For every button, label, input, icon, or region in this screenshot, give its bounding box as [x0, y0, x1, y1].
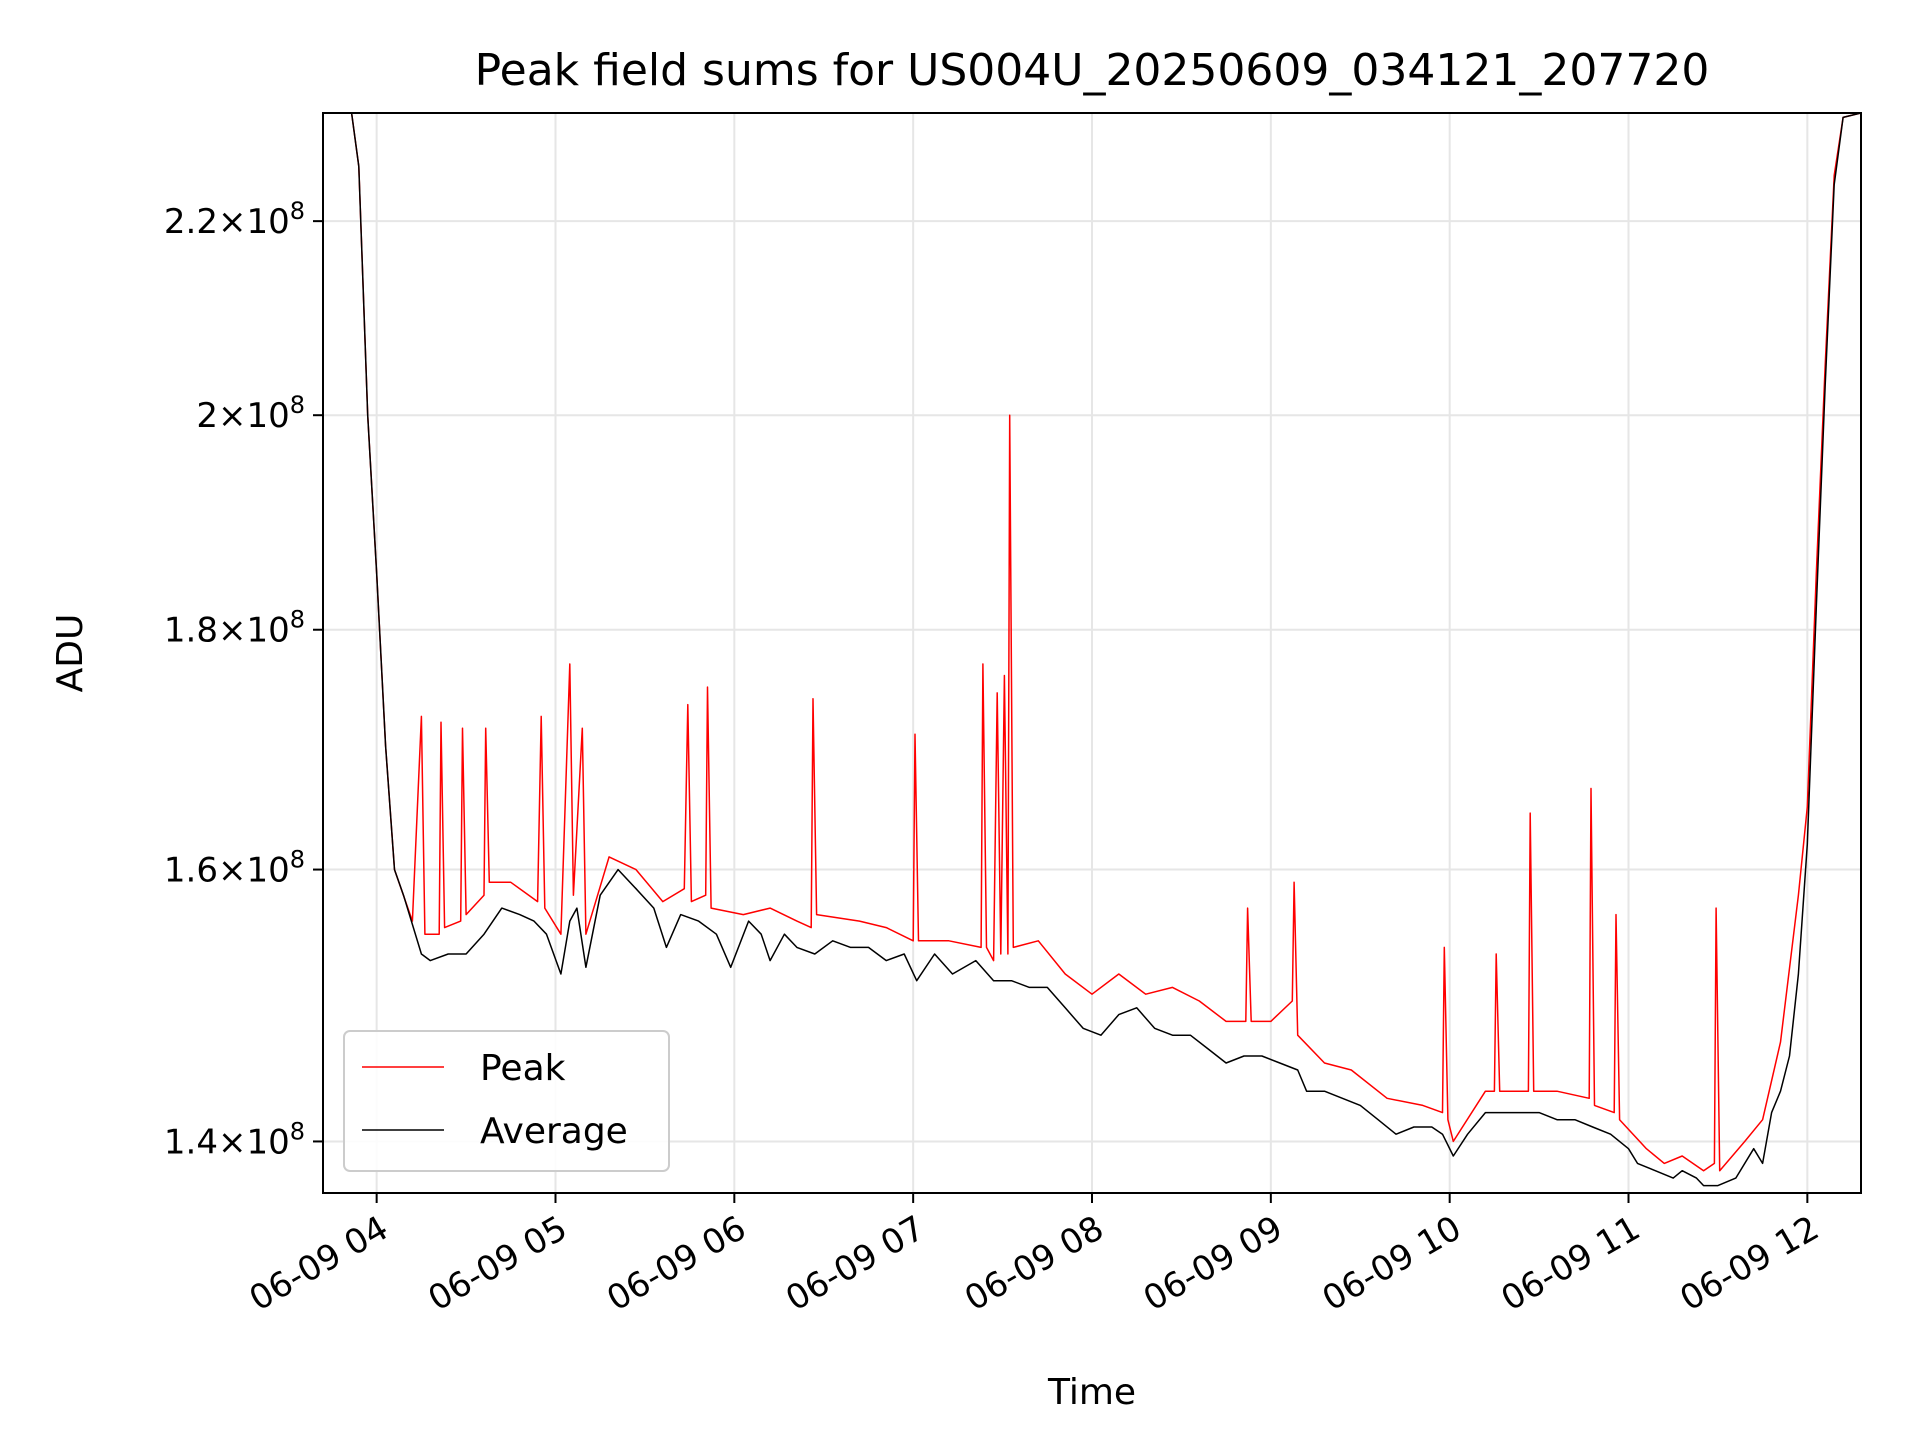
- y-tick-exponent: 8: [290, 391, 305, 419]
- series-line-peak: [323, 113, 1861, 1172]
- legend-box: [343, 1030, 670, 1172]
- y-tick-label: 1.6×108: [164, 846, 305, 891]
- y-tick-times-ten: ×10: [218, 611, 290, 651]
- y-tick-times-ten: ×10: [218, 396, 290, 436]
- grid: [323, 113, 1861, 1193]
- y-tick-exponent: 8: [290, 1117, 305, 1145]
- y-tick-label: 1.8×108: [164, 606, 305, 651]
- series-line-average: [323, 113, 1861, 1187]
- y-axis-label: ADU: [50, 614, 91, 693]
- chart-title: Peak field sums for US004U_20250609_0341…: [475, 45, 1710, 96]
- y-tick-exponent: 8: [290, 846, 305, 874]
- y-tick-times-ten: ×10: [218, 202, 290, 242]
- y-tick-mantissa: 1.6: [164, 851, 218, 891]
- y-tick-mantissa: 2: [196, 396, 218, 436]
- plot-area: [323, 113, 1861, 1187]
- y-tick-label: 2×108: [196, 391, 305, 436]
- y-tick-label: 1.4×108: [164, 1117, 305, 1162]
- series-layer: [323, 113, 1861, 1187]
- y-tick-exponent: 8: [290, 606, 305, 634]
- y-tick-times-ten: ×10: [218, 851, 290, 891]
- y-tick-label: 2.2×108: [164, 197, 305, 242]
- y-tick-mantissa: 2.2: [164, 202, 218, 242]
- y-tick-mantissa: 1.8: [164, 611, 218, 651]
- legend-label-peak: Peak: [480, 1048, 566, 1089]
- legend-label-average: Average: [480, 1111, 628, 1152]
- y-tick-mantissa: 1.4: [164, 1122, 218, 1162]
- y-tick-exponent: 8: [290, 197, 305, 225]
- legend: Peak Average: [343, 1030, 670, 1172]
- y-tick-times-ten: ×10: [218, 1122, 290, 1162]
- x-axis-label: Time: [1047, 1372, 1136, 1413]
